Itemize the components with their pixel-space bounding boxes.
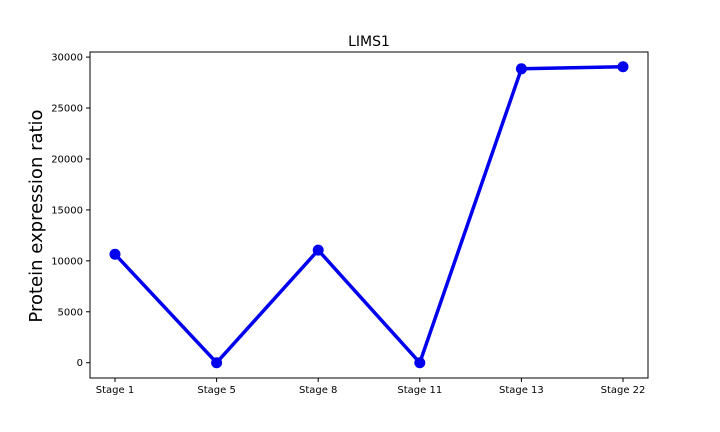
y-tick-label: 0 <box>77 358 83 369</box>
y-tick-label: 20000 <box>51 154 83 165</box>
data-point <box>211 357 223 369</box>
plot-area-frame <box>89 51 649 379</box>
y-axis-label: Protein expression ratio <box>26 109 47 322</box>
y-tick-label: 30000 <box>51 53 83 64</box>
x-tick-label: Stage 5 <box>197 385 235 396</box>
chart-title: LIMS1 <box>348 34 390 50</box>
y-tick-label: 5000 <box>58 307 83 318</box>
data-point <box>414 357 426 369</box>
y-axis: 0 5000 10000 15000 20000 25000 30000 <box>51 53 90 369</box>
data-point <box>109 248 121 260</box>
series-layer <box>109 61 629 369</box>
y-tick-label: 25000 <box>51 104 83 115</box>
x-tick-label: Stage 13 <box>499 385 544 396</box>
x-tick-label: Stage 22 <box>601 385 646 396</box>
data-point <box>312 244 324 256</box>
series-line <box>113 65 624 365</box>
x-tick-label: Stage 1 <box>96 385 134 396</box>
x-axis: Stage 1 Stage 5 Stage 8 Stage 11 Stage 13 Sta… <box>96 378 646 396</box>
y-tick-label: 15000 <box>51 205 83 216</box>
x-tick-label: Stage 11 <box>397 385 442 396</box>
data-point <box>617 61 629 73</box>
x-tick-label: Stage 8 <box>299 385 337 396</box>
y-tick-label: 10000 <box>51 256 83 267</box>
data-point <box>515 63 527 75</box>
